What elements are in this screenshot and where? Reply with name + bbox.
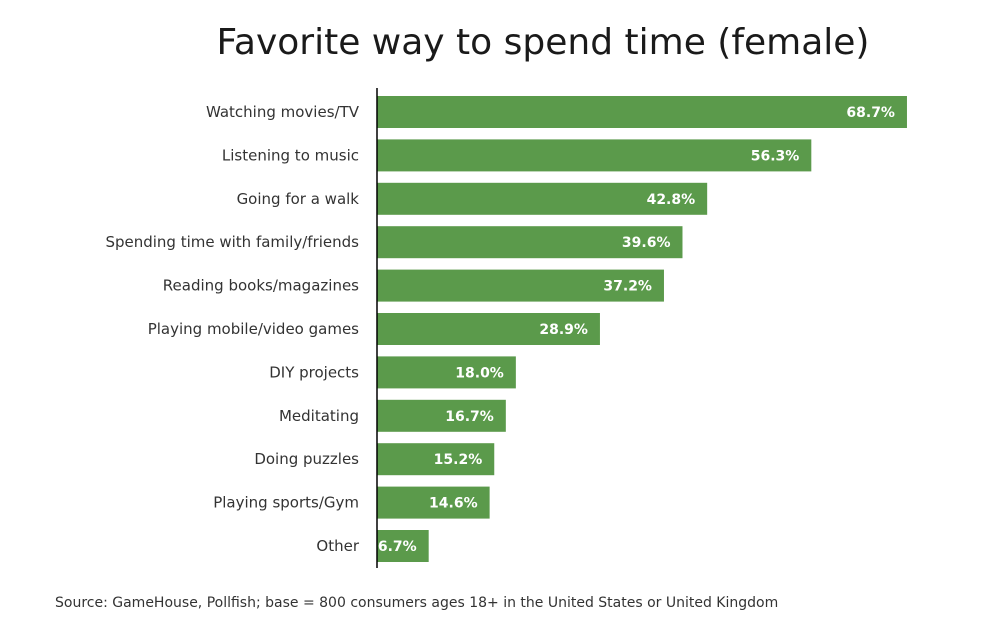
value-label: 15.2% [434,452,483,468]
bar-chart: Watching movies/TV Listening to music Goin… [105,88,907,568]
category-label: Going for a walk [237,190,360,208]
category-label: Reading books/magazines [163,277,359,295]
value-label: 6.7% [378,539,417,555]
value-label: 39.6% [622,235,671,251]
source-note: Source: GameHouse, Pollfish; base = 800 … [55,595,779,611]
value-label: 42.8% [647,192,696,208]
category-label: Other [316,537,359,555]
category-label: Meditating [279,407,359,425]
value-label: 28.9% [539,322,588,338]
value-label: 14.6% [429,496,478,512]
value-label: 16.7% [445,409,494,425]
chart-title: Favorite way to spend time (female) [216,22,870,63]
bar [377,530,429,562]
category-label: Playing sports/Gym [213,494,359,512]
category-label: Doing puzzles [254,450,359,468]
bar [377,443,495,476]
category-label: Listening to music [222,146,359,164]
bar [377,269,664,302]
value-label: 37.2% [603,279,652,295]
bar [377,399,506,432]
category-label: DIY projects [269,363,359,381]
bar [377,182,708,215]
bar [377,486,490,519]
category-label: Playing mobile/video games [148,320,359,338]
category-labels: Watching movies/TV Listening to music Goin… [105,103,359,555]
category-label: Watching movies/TV [206,103,360,121]
bar [377,356,516,389]
bar [377,226,683,259]
bars-group [377,96,907,562]
value-label: 18.0% [455,365,504,381]
value-label: 56.3% [751,148,800,164]
bar [377,139,812,172]
bar [377,313,600,345]
bar [377,96,907,128]
value-labels: 68.7% 56.3% 42.8% 39.6% 37.2% 28.9% 18.0% 16.7%… [378,105,895,555]
category-label: Spending time with family/friends [105,233,359,251]
value-label: 68.7% [846,105,895,121]
